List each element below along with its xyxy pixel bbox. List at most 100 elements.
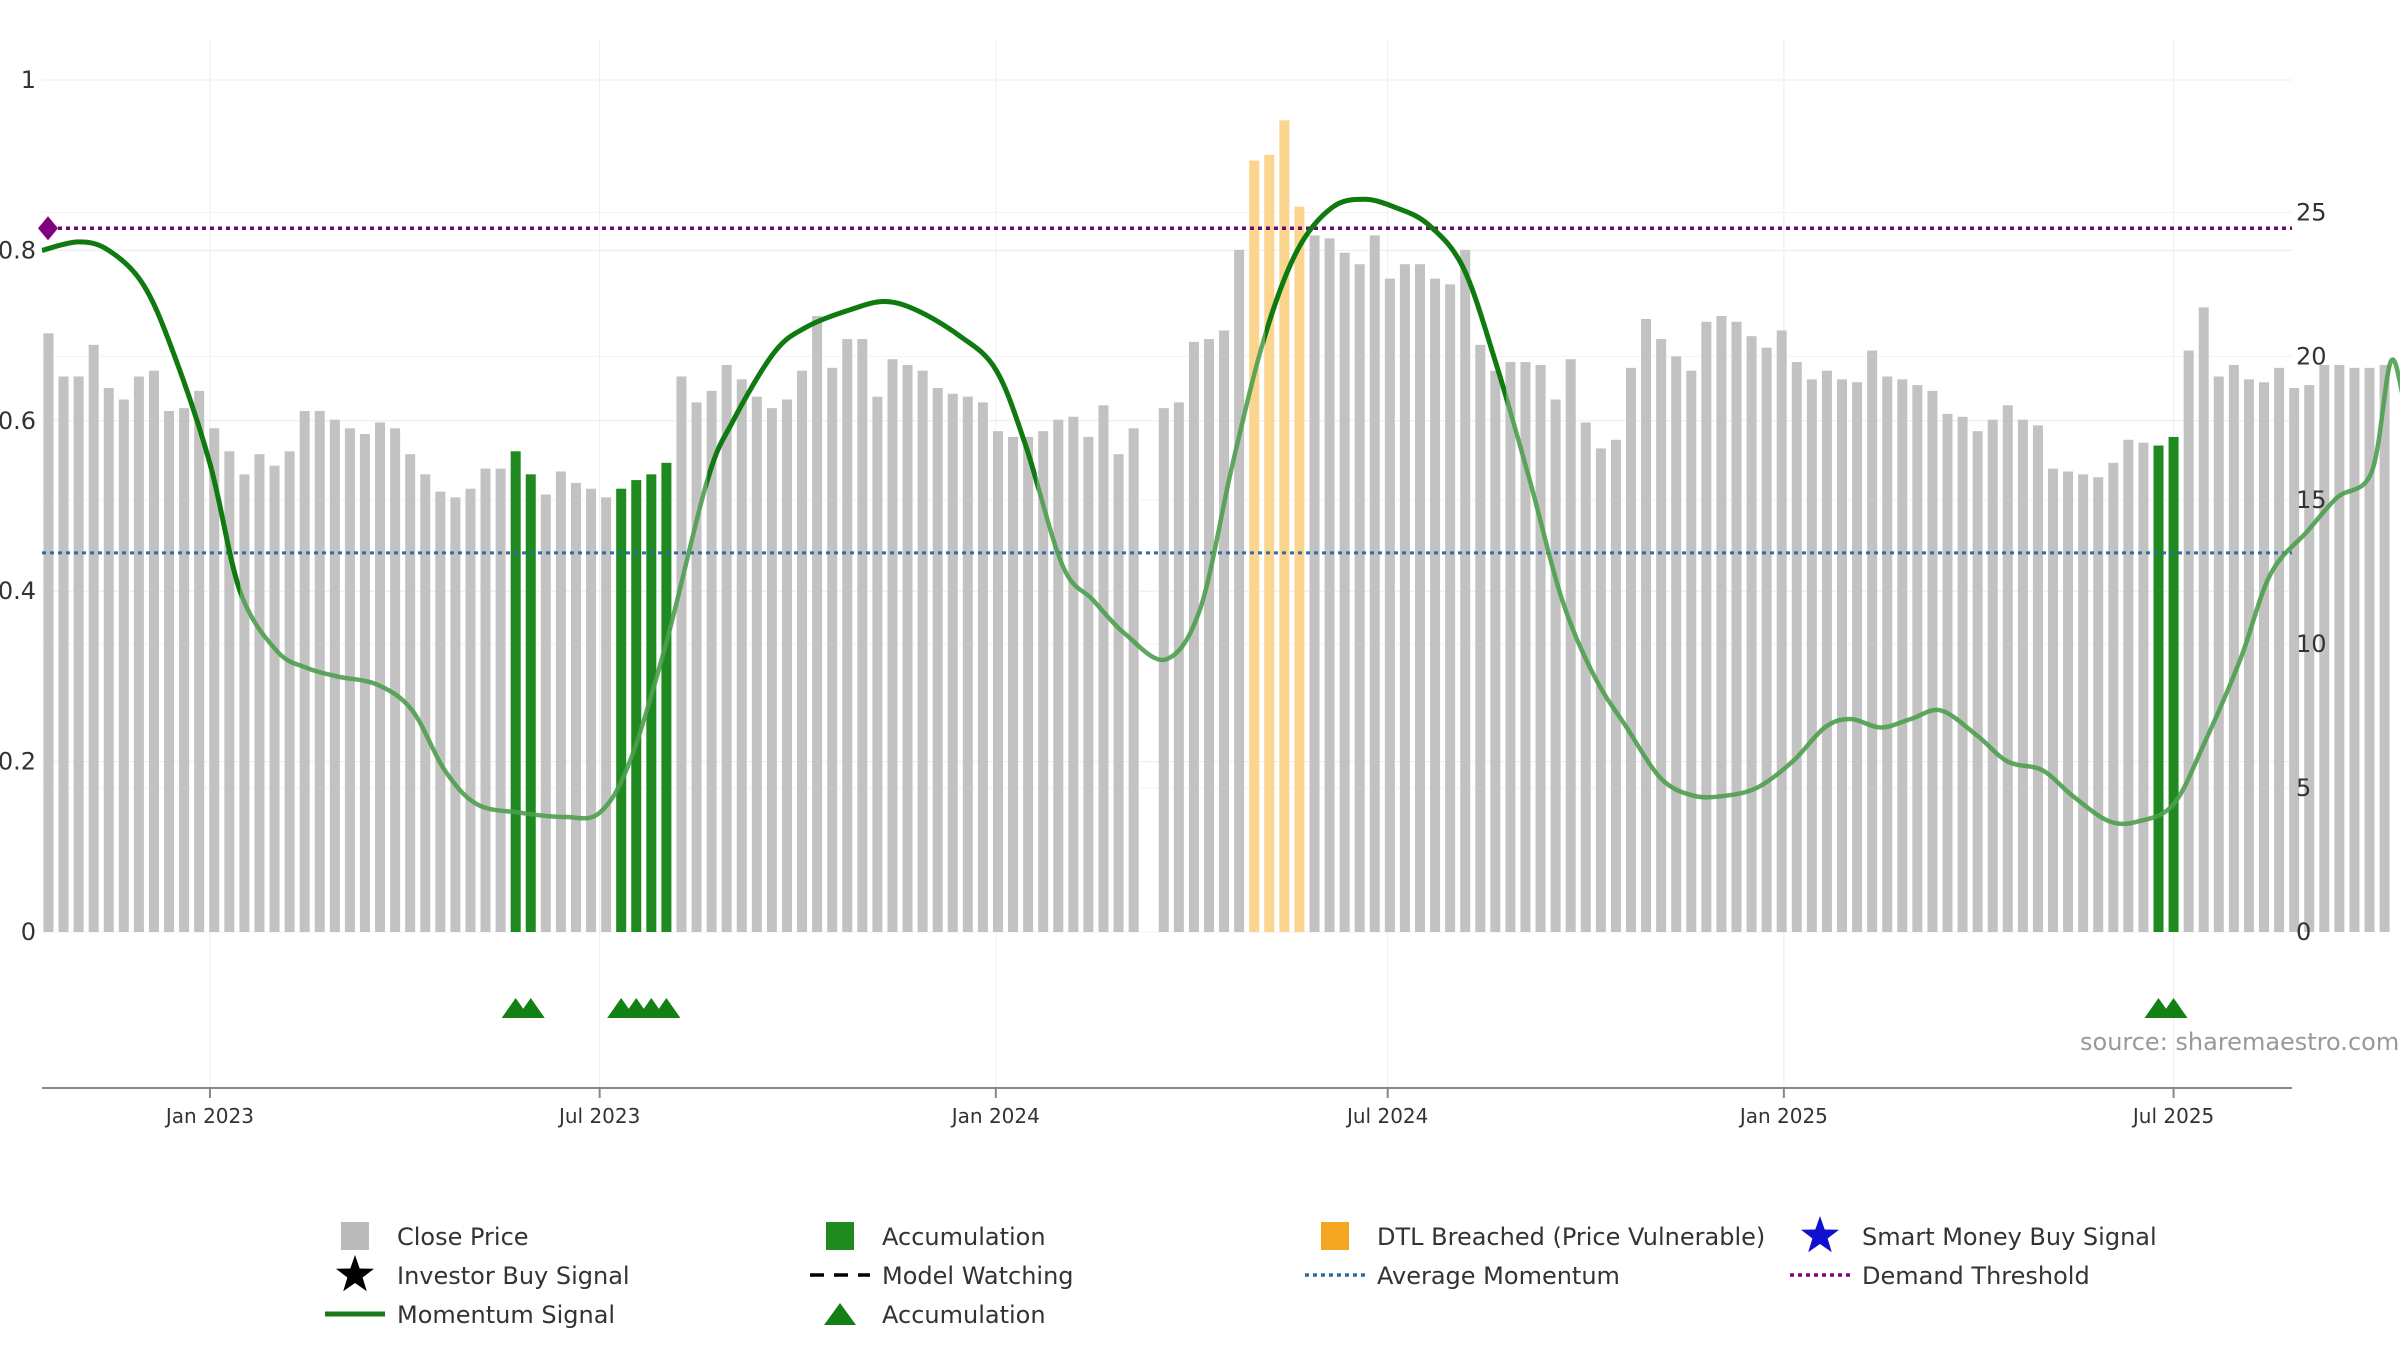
- legend-label: Smart Money Buy Signal: [1862, 1223, 2157, 1251]
- price-bar: [902, 364, 913, 932]
- price-bar: [1927, 390, 1938, 932]
- price-bar: [269, 465, 280, 932]
- price-bar: [570, 482, 581, 932]
- price-bar: [812, 316, 823, 932]
- price-bar: [2153, 445, 2164, 932]
- y-left-tick-label: 0.8: [0, 236, 36, 264]
- price-bar: [1550, 399, 1561, 932]
- price-bar: [977, 402, 988, 932]
- y-left-tick-label: 0.2: [0, 748, 36, 776]
- price-bar: [1912, 385, 1923, 932]
- price-bar: [2228, 364, 2239, 932]
- legend-label: DTL Breached (Price Vulnerable): [1377, 1223, 1765, 1251]
- price-bar: [857, 339, 868, 932]
- price-bar: [1460, 249, 1471, 932]
- price-bar: [1641, 318, 1652, 932]
- reference-lines: [38, 216, 2292, 555]
- price-bar: [2319, 364, 2330, 932]
- price-bar: [1249, 160, 1260, 932]
- momentum-line-strong: [1264, 196, 1507, 406]
- price-bar: [2243, 379, 2254, 933]
- price-bar: [1731, 321, 1742, 932]
- price-bar: [1686, 370, 1697, 933]
- price-bar: [751, 396, 762, 933]
- price-bar: [1656, 339, 1667, 932]
- price-bar: [1701, 321, 1712, 932]
- price-bar: [1264, 154, 1275, 933]
- price-bar: [872, 396, 883, 933]
- price-bar: [1128, 428, 1139, 932]
- price-bar: [88, 344, 99, 933]
- price-bar: [1867, 350, 1878, 932]
- price-bar: [1294, 206, 1305, 932]
- legend-label: Investor Buy Signal: [397, 1262, 630, 1290]
- source-credit: source: sharemaestro.com: [2080, 1028, 2399, 1056]
- price-bar: [73, 376, 84, 932]
- price-bar: [495, 468, 506, 932]
- price-bar: [2168, 436, 2179, 932]
- legend-label: Accumulation: [882, 1301, 1046, 1329]
- x-tick-label: Jan 2024: [950, 1104, 1040, 1128]
- y-left-tick-label: 1: [21, 66, 36, 94]
- price-bar: [1038, 431, 1049, 932]
- price-bar: [1279, 120, 1290, 932]
- price-bar: [1234, 249, 1245, 932]
- legend-label: Close Price: [397, 1223, 529, 1251]
- price-bar: [2063, 471, 2074, 932]
- price-bar: [736, 379, 747, 933]
- price-bar: [601, 497, 612, 932]
- price-bar: [1520, 362, 1531, 933]
- price-bar: [375, 422, 386, 932]
- price-bar: [2198, 307, 2209, 932]
- legend-star-icon: [336, 1255, 374, 1292]
- legend-item: DTL Breached (Price Vulnerable): [1321, 1222, 1765, 1251]
- price-bar: [917, 370, 928, 933]
- legend: Close Price Accumulation DTL Breached (Pri…: [325, 1216, 2157, 1329]
- price-bar: [133, 376, 144, 932]
- price-bar: [721, 364, 732, 932]
- legend-item: Momentum Signal: [325, 1301, 615, 1329]
- legend-label: Demand Threshold: [1862, 1262, 2090, 1290]
- legend-item: Average Momentum: [1305, 1262, 1620, 1290]
- price-bar: [1776, 330, 1787, 932]
- price-bar: [1610, 439, 1621, 932]
- price-bar: [1942, 413, 1953, 932]
- price-bar: [2183, 350, 2194, 932]
- price-bar: [239, 474, 250, 932]
- price-bar: [947, 393, 958, 932]
- legend-item: Accumulation: [826, 1222, 1046, 1251]
- price-bar: [1987, 419, 1998, 932]
- price-bar: [405, 454, 416, 932]
- price-bar: [1445, 284, 1456, 932]
- price-bar: [1309, 235, 1320, 932]
- price-bar: [1821, 370, 1832, 933]
- price-bar: [1339, 252, 1350, 932]
- price-bar: [43, 333, 54, 932]
- price-bar: [1580, 422, 1591, 932]
- price-bar: [616, 488, 627, 932]
- price-bar: [1565, 359, 1576, 932]
- price-bar: [1716, 316, 1727, 932]
- price-bar: [631, 480, 642, 932]
- y-left-tick-label: 0: [21, 918, 36, 946]
- price-bar: [164, 411, 175, 932]
- price-bar: [2078, 474, 2089, 932]
- price-bar: [209, 428, 220, 932]
- price-bar: [1008, 436, 1019, 932]
- legend-label: Accumulation: [882, 1223, 1046, 1251]
- price-bar: [1505, 362, 1516, 933]
- price-bar: [435, 491, 446, 932]
- momentum-signal: [41, 196, 2400, 827]
- price-bar: [1897, 379, 1908, 933]
- price-bar: [118, 399, 129, 932]
- price-bar: [1098, 405, 1109, 933]
- price-bar: [1399, 264, 1410, 933]
- accumulation-marker: [652, 998, 681, 1018]
- price-bar: [194, 390, 205, 932]
- price-bar: [766, 408, 777, 932]
- x-tick-label: Jan 2023: [164, 1104, 254, 1128]
- price-bar: [1761, 347, 1772, 932]
- price-bar: [676, 376, 687, 932]
